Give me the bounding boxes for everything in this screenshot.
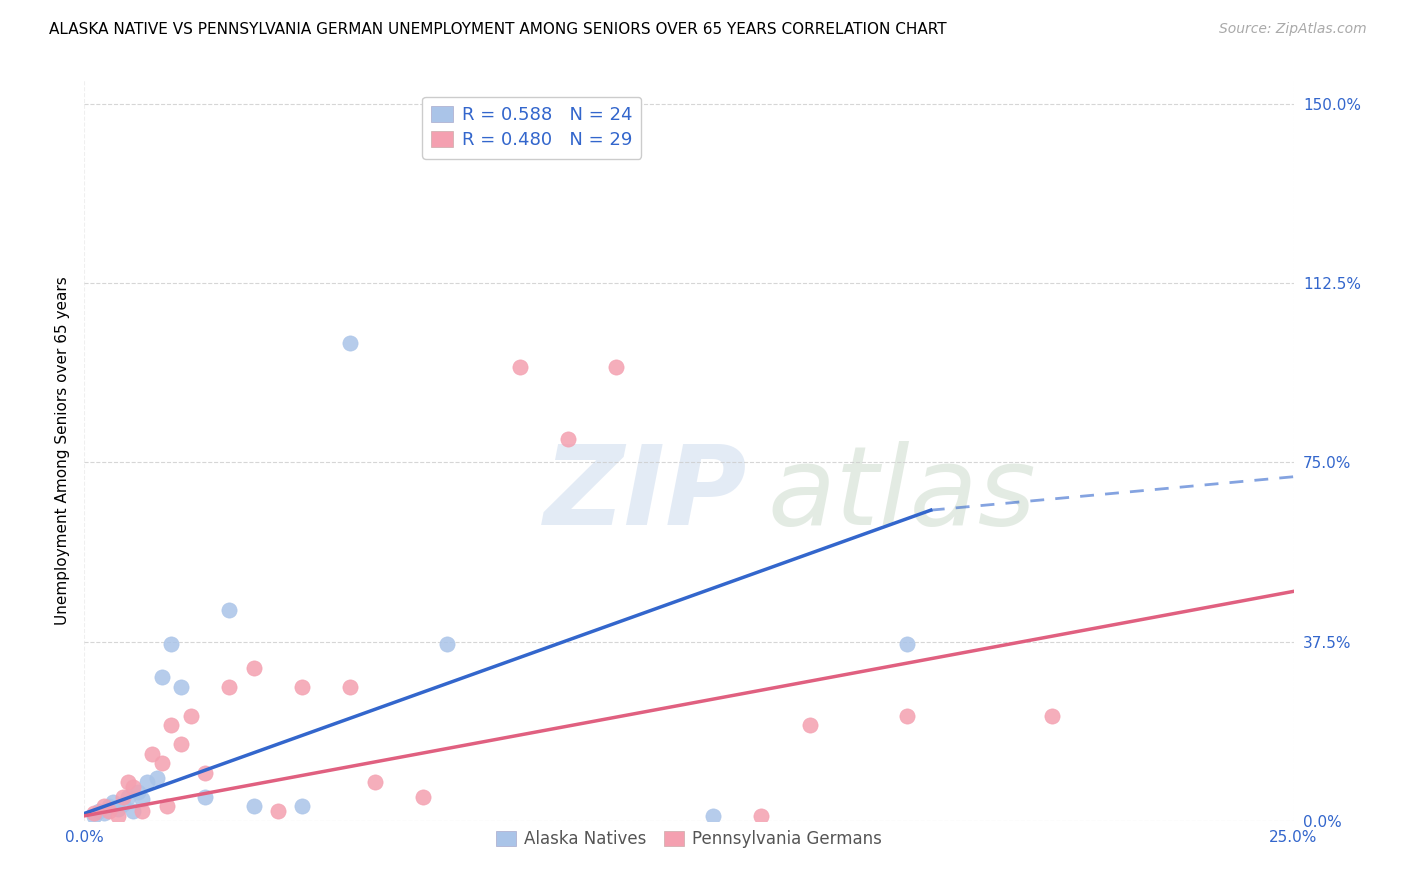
Point bbox=[170, 680, 193, 694]
Point bbox=[180, 708, 202, 723]
Point bbox=[141, 747, 163, 761]
Point bbox=[117, 775, 139, 789]
Point bbox=[121, 780, 143, 795]
Point bbox=[896, 637, 918, 651]
Point bbox=[605, 359, 627, 374]
Y-axis label: Unemployment Among Seniors over 65 years: Unemployment Among Seniors over 65 years bbox=[55, 277, 70, 624]
Point bbox=[291, 680, 314, 694]
Point bbox=[218, 680, 240, 694]
Point bbox=[242, 661, 264, 675]
Point bbox=[136, 775, 159, 789]
Point bbox=[1040, 708, 1063, 723]
Point bbox=[160, 637, 183, 651]
Point bbox=[150, 670, 173, 684]
Point bbox=[242, 799, 264, 814]
Point bbox=[291, 799, 314, 814]
Point bbox=[97, 799, 120, 814]
Point bbox=[117, 789, 139, 804]
Point bbox=[131, 792, 153, 806]
Point bbox=[170, 737, 193, 751]
Legend: Alaska Natives, Pennsylvania Germans: Alaska Natives, Pennsylvania Germans bbox=[488, 822, 890, 856]
Point bbox=[93, 799, 115, 814]
Point bbox=[799, 718, 821, 732]
Point bbox=[339, 680, 361, 694]
Point bbox=[107, 809, 129, 823]
Text: ALASKA NATIVE VS PENNSYLVANIA GERMAN UNEMPLOYMENT AMONG SENIORS OVER 65 YEARS CO: ALASKA NATIVE VS PENNSYLVANIA GERMAN UNE… bbox=[49, 22, 946, 37]
Point bbox=[127, 785, 149, 799]
Point bbox=[702, 809, 724, 823]
Point bbox=[194, 765, 217, 780]
Point bbox=[160, 718, 183, 732]
Point bbox=[121, 804, 143, 818]
Point bbox=[267, 804, 290, 818]
Point bbox=[339, 336, 361, 351]
Point bbox=[509, 359, 531, 374]
Point bbox=[97, 804, 120, 818]
Point bbox=[83, 806, 105, 821]
Text: ZIP: ZIP bbox=[544, 442, 748, 549]
Point bbox=[363, 775, 385, 789]
Point bbox=[218, 603, 240, 617]
Point bbox=[155, 799, 177, 814]
Point bbox=[131, 804, 153, 818]
Point bbox=[896, 708, 918, 723]
Text: Source: ZipAtlas.com: Source: ZipAtlas.com bbox=[1219, 22, 1367, 37]
Point bbox=[436, 637, 458, 651]
Point bbox=[93, 806, 115, 821]
Point bbox=[150, 756, 173, 771]
Point bbox=[751, 809, 773, 823]
Point bbox=[194, 789, 217, 804]
Point bbox=[112, 797, 135, 811]
Point bbox=[557, 432, 579, 446]
Point bbox=[107, 802, 129, 816]
Point bbox=[83, 809, 105, 823]
Point bbox=[87, 804, 110, 818]
Point bbox=[112, 789, 135, 804]
Point bbox=[103, 795, 125, 809]
Point bbox=[412, 789, 434, 804]
Point bbox=[146, 771, 169, 785]
Text: atlas: atlas bbox=[768, 442, 1036, 549]
